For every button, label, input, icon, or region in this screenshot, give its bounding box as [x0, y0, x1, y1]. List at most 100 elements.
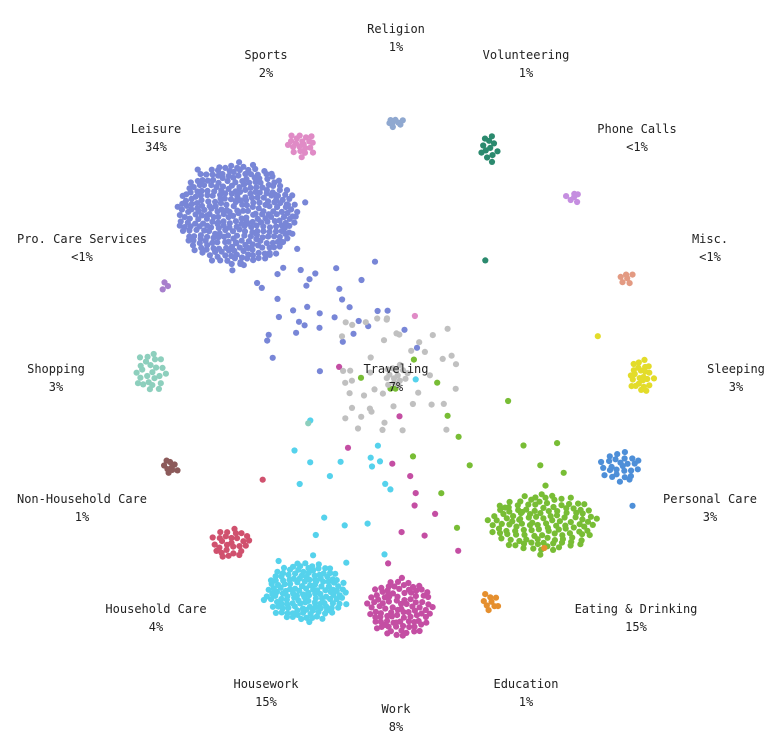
dot-leisure — [336, 285, 343, 292]
dot-leisure — [245, 166, 252, 174]
dot-eating-and-drinking — [519, 508, 526, 516]
dot-eating-and-drinking — [543, 500, 551, 507]
dot-housework — [342, 589, 349, 596]
dot-personal-care — [621, 455, 628, 462]
dot-housework — [311, 599, 318, 606]
dot-work — [413, 612, 420, 619]
dot-shopping — [146, 386, 153, 393]
dot-traveling — [342, 415, 349, 422]
dot-leisure — [242, 186, 249, 193]
dot-leisure — [266, 203, 273, 210]
dot-leisure — [278, 208, 285, 215]
dot-eating-and-drinking — [489, 522, 496, 529]
dot-sleeping — [628, 383, 635, 390]
dot-eating-and-drinking — [504, 531, 511, 538]
dot-shopping — [142, 358, 150, 365]
dot-household-care — [238, 530, 245, 537]
dot-work — [405, 579, 412, 587]
dot-eating-and-drinking — [503, 515, 510, 522]
dot-leisure — [224, 257, 231, 264]
dot-leisure — [212, 248, 219, 255]
dot-shopping — [150, 350, 157, 358]
dot-shopping — [162, 370, 169, 377]
dot-eating-and-drinking — [550, 546, 557, 554]
dot-leisure — [302, 199, 309, 206]
dot-leisure — [271, 233, 278, 240]
dot-eating-and-drinking — [506, 498, 513, 506]
dot-work — [372, 586, 379, 593]
dot-pro-care-services — [159, 286, 166, 293]
dot-traveling — [348, 404, 356, 411]
dot-housework — [283, 614, 290, 621]
dot-eating-and-drinking — [544, 534, 551, 541]
dot-eating-and-drinking — [528, 527, 535, 534]
dot-eating-and-drinking — [502, 504, 509, 511]
dot-work — [411, 623, 418, 630]
label-traveling: Traveling — [363, 362, 428, 376]
dot-leisure — [206, 252, 213, 259]
dot-housework — [337, 458, 344, 465]
dot-housework — [341, 522, 348, 529]
dot-leisure — [284, 235, 291, 242]
dot-leisure — [266, 228, 273, 235]
dot-housework — [286, 576, 293, 583]
dot-education — [487, 594, 494, 601]
pct-personal-care: 3% — [703, 510, 718, 524]
dot-leisure — [185, 237, 192, 244]
dot-traveling — [415, 389, 422, 396]
dot-traveling — [439, 355, 446, 362]
dot-leisure — [209, 218, 216, 225]
dot-eating-and-drinking — [556, 518, 564, 525]
dot-leisure — [288, 206, 295, 213]
dot-leisure — [237, 197, 244, 204]
dot-leisure — [187, 179, 194, 186]
dot-leisure — [217, 200, 224, 207]
dot-housework — [301, 594, 308, 601]
dot-work — [367, 611, 374, 618]
dot-leisure — [280, 213, 288, 221]
dot-eating-and-drinking — [563, 509, 570, 516]
dot-leisure — [174, 203, 181, 210]
dot-housework — [269, 603, 276, 610]
dot-work — [425, 593, 432, 601]
dot-leisure — [293, 329, 300, 336]
dot-work — [412, 599, 419, 606]
dot-leisure — [192, 211, 199, 218]
dot-eating-and-drinking — [521, 493, 528, 500]
dot-leisure — [264, 175, 271, 183]
dot-housework — [274, 568, 281, 575]
dot-misc — [617, 273, 624, 280]
dot-eating-and-drinking — [558, 502, 565, 509]
dot-leisure — [263, 240, 270, 247]
dot-leisure — [268, 213, 275, 220]
dot-work — [394, 578, 402, 586]
dot-eating-and-drinking — [525, 501, 532, 508]
dot-leisure — [244, 255, 251, 262]
dot-housework — [387, 486, 394, 493]
dot-work — [422, 606, 429, 614]
pct-non-household-care: 1% — [75, 510, 90, 524]
dot-eating-and-drinking — [540, 504, 547, 511]
dot-eating-and-drinking — [536, 498, 543, 505]
dot-sleeping — [650, 375, 658, 382]
dot-housework — [278, 595, 285, 603]
dot-eating-and-drinking — [545, 508, 552, 515]
dot-eating-and-drinking — [517, 498, 524, 505]
dot-eating-and-drinking — [566, 500, 573, 508]
dot-eating-and-drinking — [550, 540, 557, 547]
pct-traveling: 7% — [389, 380, 404, 394]
dot-work — [418, 610, 425, 617]
dot-leisure — [260, 228, 267, 235]
dot-personal-care — [606, 458, 613, 465]
dot-eating-and-drinking — [484, 517, 491, 524]
dot-traveling — [383, 315, 391, 322]
dot-religion — [399, 117, 406, 124]
dot-housework — [326, 565, 334, 572]
dot-sleeping — [594, 333, 601, 340]
dot-eating-and-drinking — [575, 500, 582, 507]
dot-housework — [275, 603, 282, 610]
dot-eating-and-drinking — [520, 526, 527, 534]
dot-housework — [300, 609, 307, 616]
dot-traveling — [367, 354, 374, 361]
dot-housework — [265, 586, 272, 593]
